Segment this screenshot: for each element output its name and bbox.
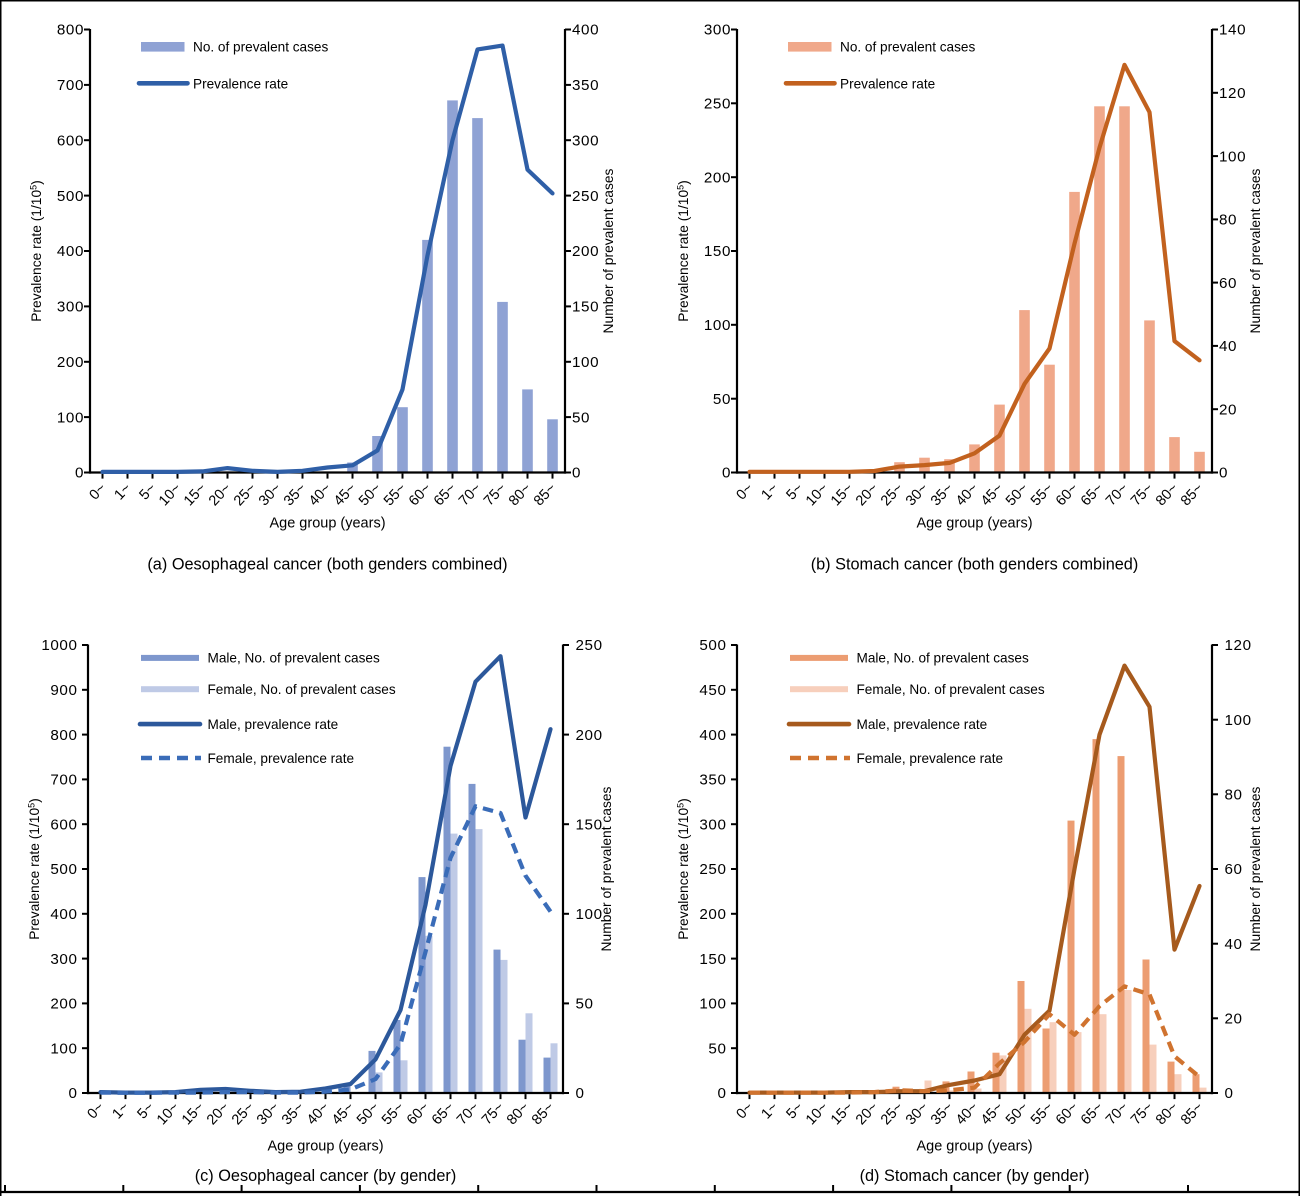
svg-text:700: 700 [50,772,77,789]
svg-text:Prevalence rate: Prevalence rate [193,77,288,92]
svg-text:Age group (years): Age group (years) [267,1139,383,1155]
svg-text:Prevalence rate (1/105): Prevalence rate (1/105) [27,798,43,940]
svg-text:100: 100 [1225,712,1252,729]
svg-text:0: 0 [576,1085,585,1102]
svg-text:Prevalence rate (1/105): Prevalence rate (1/105) [29,180,45,322]
svg-text:Number of prevalent cases: Number of prevalent cases [599,786,614,951]
svg-text:300: 300 [57,299,84,316]
svg-text:500: 500 [57,188,84,205]
svg-text:600: 600 [57,132,84,149]
svg-text:Male, No. of prevalent cases: Male, No. of prevalent cases [857,651,1029,666]
svg-text:40: 40 [1219,338,1237,355]
svg-text:100: 100 [572,354,599,371]
svg-text:500: 500 [50,861,77,878]
svg-text:20: 20 [1225,1011,1243,1028]
svg-text:(c) Oesophageal cancer (by gen: (c) Oesophageal cancer (by gender) [195,1167,457,1185]
svg-text:80: 80 [1225,787,1243,804]
svg-text:400: 400 [572,22,599,39]
svg-text:No. of prevalent cases: No. of prevalent cases [840,40,975,55]
svg-text:0: 0 [68,1085,77,1102]
svg-text:200: 200 [576,727,603,744]
svg-text:140: 140 [1219,22,1246,39]
svg-text:Number of prevalent cases: Number of prevalent cases [1248,168,1263,333]
svg-text:100: 100 [1219,148,1246,165]
svg-text:0: 0 [1219,465,1228,482]
svg-text:250: 250 [704,96,731,113]
svg-text:250: 250 [576,637,603,654]
svg-text:0: 0 [1225,1085,1234,1102]
svg-text:0: 0 [572,465,581,482]
svg-text:300: 300 [704,22,731,39]
svg-text:Prevalence rate (1/105): Prevalence rate (1/105) [676,798,692,940]
svg-text:(d) Stomach cancer (by gender): (d) Stomach cancer (by gender) [860,1167,1090,1185]
svg-text:80: 80 [1219,212,1237,229]
svg-text:(a) Oesophageal cancer (both g: (a) Oesophageal cancer (both genders com… [147,556,507,574]
svg-text:0: 0 [717,1085,726,1102]
svg-text:100: 100 [699,996,726,1013]
svg-text:200: 200 [699,906,726,923]
svg-text:200: 200 [704,169,731,186]
svg-text:350: 350 [699,772,726,789]
svg-text:Male, prevalence rate: Male, prevalence rate [857,717,988,732]
svg-text:0: 0 [722,465,731,482]
svg-text:300: 300 [699,816,726,833]
svg-text:60: 60 [1225,861,1243,878]
svg-text:Male, No. of prevalent cases: Male, No. of prevalent cases [208,651,380,666]
svg-text:250: 250 [699,861,726,878]
svg-text:700: 700 [57,77,84,94]
svg-text:50: 50 [572,409,590,426]
svg-text:Male, prevalence rate: Male, prevalence rate [208,717,339,732]
svg-text:Prevalence rate: Prevalence rate [840,77,935,92]
svg-text:250: 250 [572,188,599,205]
svg-text:20: 20 [1219,401,1237,418]
svg-text:50: 50 [708,1040,726,1057]
svg-text:200: 200 [57,354,84,371]
svg-text:Female, No. of prevalent cases: Female, No. of prevalent cases [857,682,1045,697]
svg-text:150: 150 [704,243,731,260]
svg-text:Age group (years): Age group (years) [916,1139,1032,1155]
svg-text:40: 40 [1225,936,1243,953]
svg-text:Female, No. of prevalent cases: Female, No. of prevalent cases [208,682,396,697]
svg-text:150: 150 [576,816,603,833]
svg-text:300: 300 [50,951,77,968]
svg-text:60: 60 [1219,275,1237,292]
svg-text:400: 400 [57,243,84,260]
svg-text:100: 100 [50,1040,77,1057]
svg-text:800: 800 [57,22,84,39]
svg-text:200: 200 [572,243,599,260]
svg-text:Prevalence rate (1/105): Prevalence rate (1/105) [676,180,692,322]
svg-text:500: 500 [699,637,726,654]
svg-text:400: 400 [50,906,77,923]
svg-text:Female, prevalence rate: Female, prevalence rate [857,751,1004,766]
svg-text:900: 900 [50,682,77,699]
svg-text:Age group (years): Age group (years) [916,516,1032,532]
svg-text:1000: 1000 [41,637,77,654]
svg-text:200: 200 [50,996,77,1013]
svg-text:120: 120 [1225,637,1252,654]
svg-text:120: 120 [1219,85,1246,102]
svg-text:Number of prevalent cases: Number of prevalent cases [601,168,616,333]
svg-text:No. of prevalent cases: No. of prevalent cases [193,40,328,55]
svg-text:450: 450 [699,682,726,699]
svg-text:600: 600 [50,816,77,833]
svg-text:50: 50 [713,391,731,408]
svg-text:(b) Stomach cancer (both gende: (b) Stomach cancer (both genders combine… [811,556,1139,574]
svg-text:300: 300 [572,132,599,149]
svg-text:100: 100 [704,317,731,334]
svg-text:150: 150 [572,299,599,316]
svg-text:100: 100 [57,409,84,426]
svg-text:150: 150 [699,951,726,968]
svg-text:400: 400 [699,727,726,744]
svg-text:50: 50 [576,996,594,1013]
svg-text:Number of prevalent cases: Number of prevalent cases [1248,786,1263,951]
svg-text:Age group (years): Age group (years) [269,516,385,532]
svg-text:100: 100 [576,906,603,923]
svg-text:800: 800 [50,727,77,744]
svg-text:0: 0 [75,465,84,482]
svg-text:Female, prevalence rate: Female, prevalence rate [208,751,355,766]
svg-text:350: 350 [572,77,599,94]
